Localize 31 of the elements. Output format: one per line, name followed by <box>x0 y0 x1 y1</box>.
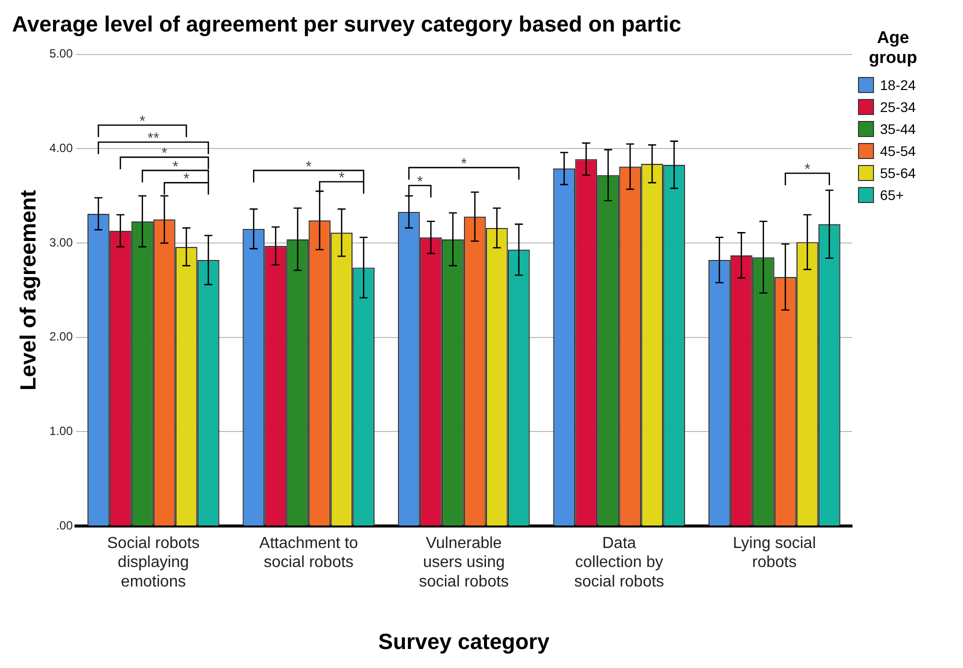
x-tick-label: Attachment to social robots <box>259 535 358 572</box>
legend-label: 55-64 <box>880 165 916 181</box>
y-tick-label: 4.00 <box>49 141 74 156</box>
annotation: * <box>139 113 146 130</box>
x-tick-label: Social robots displaying emotions <box>107 535 200 590</box>
annotation: * <box>416 174 423 191</box>
y-tick-label: 3.00 <box>49 235 74 250</box>
x-axis-title: Survey category <box>378 628 550 654</box>
y-tick-label: 1.00 <box>49 424 74 438</box>
annotation: ** <box>148 130 160 148</box>
legend-label: 35-44 <box>880 121 916 137</box>
annotation: * <box>183 170 190 188</box>
y-tick-label: 2.00 <box>49 330 74 344</box>
legend-label: 45-54 <box>880 143 916 159</box>
x-tick-label: Lying social robots <box>732 535 816 572</box>
annotation: * <box>306 158 312 176</box>
annotation: * <box>460 156 467 173</box>
x-tick-label: Vulnerable users using social robots <box>418 535 509 590</box>
x-tick-label: Data collection by social robots <box>574 535 664 590</box>
y-tick-label: .00 <box>56 518 74 532</box>
annotation: * <box>172 158 178 176</box>
annotation: * <box>338 170 345 187</box>
legend-label: 18-24 <box>880 77 916 93</box>
legend-title: Age group <box>868 28 918 68</box>
annotation: * <box>804 161 810 178</box>
chart-title: Average level of agreement per survey category based on partic <box>12 11 682 36</box>
annotation: * <box>161 145 168 162</box>
legend-label: 25-34 <box>880 99 916 115</box>
y-axis-title: Level of agreement <box>15 189 40 390</box>
legend-label: 65+ <box>880 187 904 203</box>
y-tick-label: 5.00 <box>49 46 74 61</box>
